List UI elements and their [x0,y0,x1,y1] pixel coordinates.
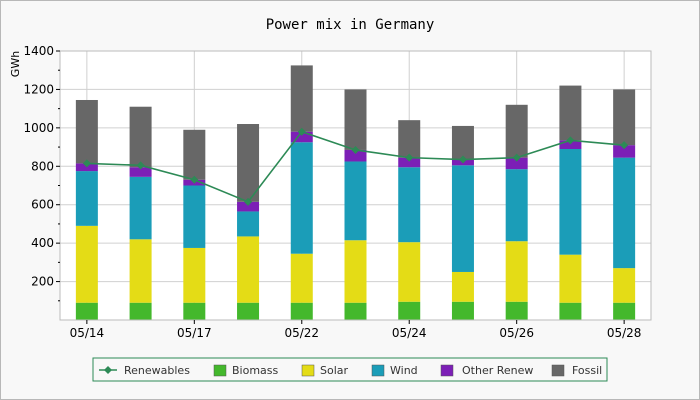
bar-wind [129,176,152,240]
legend-label-biomass: Biomass [232,364,279,377]
bar-wind [505,169,528,242]
y-axis-label: GWh [9,51,22,77]
renewables-point [297,127,306,136]
bar-solar [505,241,528,302]
bar-fossil [398,120,421,158]
legend-swatch-other-renew [440,364,454,377]
bar-solar [129,239,152,303]
bar-wind [613,157,636,269]
legend-swatch-wind [371,364,385,377]
renewables-point [190,175,199,184]
bar-biomass [129,302,152,320]
bar-wind [398,167,421,243]
bar-wind [344,161,367,241]
legend-label-solar: Solar [320,364,349,377]
bar-solar [344,240,367,303]
bar-fossil [75,99,98,164]
bar-solar [559,254,582,303]
renewables-point [566,136,575,145]
y-tick-label: 400 [31,236,54,250]
legend-label-wind: Wind [390,364,418,377]
bar-solar [451,271,474,302]
bar-other-renew [613,145,636,158]
renewables-point [405,153,414,162]
x-tick-label: 05/17 [177,326,212,340]
axes: 200 400 600 800 1000 1200 1400 05/14 05/17 05/22 0… [23,44,652,340]
bar-other-renew [129,167,152,177]
legend-label-other-renew: Other Renew [462,364,533,377]
bar-solar [613,268,636,303]
legend-swatch-fossil [551,364,565,377]
bar-other-renew [398,157,421,168]
bar-biomass [451,301,474,320]
renewables-point [620,141,629,150]
x-tick-label: 05/24 [392,326,427,340]
bar-other-renew [290,131,313,143]
bar-solar [290,253,313,303]
bar-solar [398,242,421,302]
renewables-point [82,159,91,168]
bar-fossil [183,129,206,180]
bar-fossil [451,125,474,160]
renewables-point [512,153,521,162]
renewables-point [351,145,360,154]
renewables-line [82,127,629,206]
y-tick-label: 600 [31,198,54,212]
renewables-point [458,155,467,164]
legend: Renewables Biomass Solar Wind Other Renew Fos… [92,357,608,382]
x-tick-label: 05/28 [607,326,642,340]
x-tick-label: 05/22 [284,326,319,340]
renewables-point [244,197,253,206]
bar-wind [237,211,260,237]
bar-solar [183,247,206,303]
bar-biomass [344,302,367,320]
bar-other-renew [344,149,367,162]
bar-biomass [398,301,421,320]
bar-wind [451,165,474,272]
y-tick-label: 1200 [23,82,54,96]
bar-wind [183,185,206,248]
bar-fossil [290,65,313,132]
legend-label-fossil: Fossil [572,364,602,377]
bar-biomass [75,302,98,320]
legend-swatch-solar [301,364,315,377]
y-tick-label: 1000 [23,121,54,135]
bar-biomass [183,302,206,320]
legend-swatch-biomass [213,364,227,377]
chart-title: Power mix in Germany [266,17,435,33]
y-tick-label: 1400 [23,44,54,58]
bar-fossil [613,89,636,146]
bar-fossil [344,89,367,150]
bar-fossil [237,124,260,202]
bar-other-renew [505,157,528,170]
x-tick-label: 05/14 [70,326,105,340]
bar-wind [559,148,582,255]
bar-solar [75,225,98,303]
bar-biomass [290,302,313,320]
bar-biomass [559,302,582,320]
bar-biomass [237,302,260,320]
bar-wind [75,171,98,226]
legend-marker-renewables [104,366,112,374]
bar-wind [290,142,313,254]
bar-other-renew [237,201,260,212]
bar-biomass [505,301,528,320]
bar-fossil [505,104,528,158]
bar-fossil [129,106,152,168]
bar-biomass [613,302,636,320]
y-tick-label: 200 [31,275,54,289]
x-tick-label: 05/26 [499,326,534,340]
bar-solar [237,236,260,303]
renewables-point [136,161,145,170]
legend-label-renewables: Renewables [124,364,190,377]
bar-fossil [559,85,582,141]
y-tick-label: 800 [31,159,54,173]
bar-other-renew [559,140,582,149]
